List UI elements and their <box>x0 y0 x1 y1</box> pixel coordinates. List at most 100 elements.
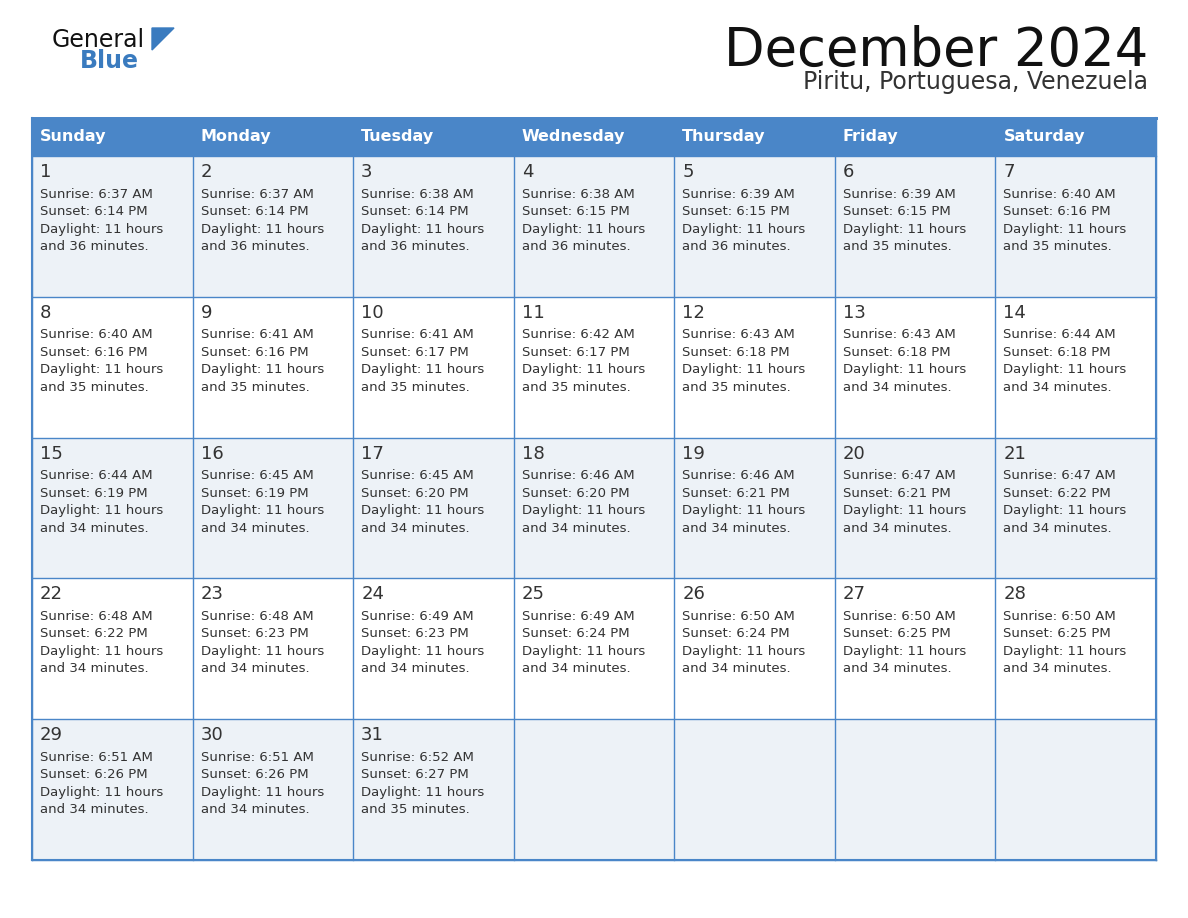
Text: and 34 minutes.: and 34 minutes. <box>40 663 148 676</box>
Text: 8: 8 <box>40 304 51 322</box>
Text: Daylight: 11 hours: Daylight: 11 hours <box>361 786 485 799</box>
Text: Daylight: 11 hours: Daylight: 11 hours <box>40 222 163 236</box>
Text: and 34 minutes.: and 34 minutes. <box>522 663 631 676</box>
Text: and 36 minutes.: and 36 minutes. <box>361 240 469 253</box>
Text: and 34 minutes.: and 34 minutes. <box>842 381 952 394</box>
Text: Sunset: 6:16 PM: Sunset: 6:16 PM <box>201 346 308 359</box>
Text: Sunrise: 6:43 AM: Sunrise: 6:43 AM <box>842 329 955 341</box>
Text: Daylight: 11 hours: Daylight: 11 hours <box>842 364 966 376</box>
Text: Piritu, Portuguesa, Venezuela: Piritu, Portuguesa, Venezuela <box>803 70 1148 94</box>
Text: Daylight: 11 hours: Daylight: 11 hours <box>361 645 485 658</box>
Text: Sunset: 6:25 PM: Sunset: 6:25 PM <box>1004 627 1111 641</box>
Text: 9: 9 <box>201 304 213 322</box>
Text: Daylight: 11 hours: Daylight: 11 hours <box>40 645 163 658</box>
Bar <box>32 118 192 156</box>
Text: 29: 29 <box>40 726 63 744</box>
Text: Daylight: 11 hours: Daylight: 11 hours <box>842 504 966 517</box>
Text: and 35 minutes.: and 35 minutes. <box>522 381 631 394</box>
Text: Daylight: 11 hours: Daylight: 11 hours <box>1004 504 1126 517</box>
Text: Sunrise: 6:45 AM: Sunrise: 6:45 AM <box>201 469 314 482</box>
Text: Daylight: 11 hours: Daylight: 11 hours <box>361 222 485 236</box>
Text: and 34 minutes.: and 34 minutes. <box>201 521 309 534</box>
Text: Daylight: 11 hours: Daylight: 11 hours <box>201 645 324 658</box>
Text: and 34 minutes.: and 34 minutes. <box>1004 381 1112 394</box>
Text: Daylight: 11 hours: Daylight: 11 hours <box>682 364 805 376</box>
Text: and 34 minutes.: and 34 minutes. <box>361 521 469 534</box>
Text: Sunset: 6:22 PM: Sunset: 6:22 PM <box>1004 487 1111 499</box>
Text: 13: 13 <box>842 304 866 322</box>
Text: Sunrise: 6:47 AM: Sunrise: 6:47 AM <box>842 469 955 482</box>
Text: and 34 minutes.: and 34 minutes. <box>682 521 791 534</box>
Text: 15: 15 <box>40 444 63 463</box>
Text: 11: 11 <box>522 304 544 322</box>
Text: Sunset: 6:22 PM: Sunset: 6:22 PM <box>40 627 147 641</box>
Text: Sunrise: 6:37 AM: Sunrise: 6:37 AM <box>201 187 314 200</box>
Text: Sunset: 6:17 PM: Sunset: 6:17 PM <box>361 346 469 359</box>
Bar <box>192 118 353 156</box>
Text: Sunrise: 6:40 AM: Sunrise: 6:40 AM <box>1004 187 1116 200</box>
Text: Sunset: 6:15 PM: Sunset: 6:15 PM <box>842 205 950 218</box>
Text: Sunset: 6:17 PM: Sunset: 6:17 PM <box>522 346 630 359</box>
Text: and 35 minutes.: and 35 minutes. <box>842 240 952 253</box>
Text: Daylight: 11 hours: Daylight: 11 hours <box>40 364 163 376</box>
Text: Sunrise: 6:49 AM: Sunrise: 6:49 AM <box>522 610 634 623</box>
Text: Daylight: 11 hours: Daylight: 11 hours <box>201 222 324 236</box>
Text: Sunset: 6:18 PM: Sunset: 6:18 PM <box>682 346 790 359</box>
Text: Sunset: 6:19 PM: Sunset: 6:19 PM <box>201 487 308 499</box>
Text: and 36 minutes.: and 36 minutes. <box>522 240 631 253</box>
Text: Daylight: 11 hours: Daylight: 11 hours <box>522 504 645 517</box>
Text: Daylight: 11 hours: Daylight: 11 hours <box>842 222 966 236</box>
Text: Sunrise: 6:49 AM: Sunrise: 6:49 AM <box>361 610 474 623</box>
Text: 5: 5 <box>682 163 694 181</box>
Text: Sunset: 6:14 PM: Sunset: 6:14 PM <box>40 205 147 218</box>
Text: and 34 minutes.: and 34 minutes. <box>40 803 148 816</box>
Text: General: General <box>52 28 145 52</box>
Text: Sunset: 6:18 PM: Sunset: 6:18 PM <box>842 346 950 359</box>
Text: and 35 minutes.: and 35 minutes. <box>361 803 470 816</box>
Text: Monday: Monday <box>201 129 271 144</box>
Polygon shape <box>152 28 173 50</box>
Text: Sunset: 6:25 PM: Sunset: 6:25 PM <box>842 627 950 641</box>
Text: Blue: Blue <box>80 49 139 73</box>
Text: and 34 minutes.: and 34 minutes. <box>522 521 631 534</box>
Text: Sunset: 6:20 PM: Sunset: 6:20 PM <box>361 487 469 499</box>
Text: Sunset: 6:23 PM: Sunset: 6:23 PM <box>361 627 469 641</box>
Text: Sunset: 6:24 PM: Sunset: 6:24 PM <box>682 627 790 641</box>
Bar <box>996 118 1156 156</box>
Text: Sunset: 6:16 PM: Sunset: 6:16 PM <box>1004 205 1111 218</box>
Text: Sunrise: 6:42 AM: Sunrise: 6:42 AM <box>522 329 634 341</box>
Text: Sunrise: 6:47 AM: Sunrise: 6:47 AM <box>1004 469 1117 482</box>
Text: and 35 minutes.: and 35 minutes. <box>361 381 470 394</box>
Text: Sunset: 6:26 PM: Sunset: 6:26 PM <box>40 768 147 781</box>
Text: and 35 minutes.: and 35 minutes. <box>40 381 148 394</box>
Text: Sunrise: 6:39 AM: Sunrise: 6:39 AM <box>842 187 955 200</box>
Text: Daylight: 11 hours: Daylight: 11 hours <box>1004 364 1126 376</box>
Bar <box>835 118 996 156</box>
Text: Friday: Friday <box>842 129 898 144</box>
Text: 18: 18 <box>522 444 544 463</box>
Text: 3: 3 <box>361 163 373 181</box>
Text: Daylight: 11 hours: Daylight: 11 hours <box>682 645 805 658</box>
Text: Sunset: 6:19 PM: Sunset: 6:19 PM <box>40 487 147 499</box>
Text: 6: 6 <box>842 163 854 181</box>
Text: Sunset: 6:14 PM: Sunset: 6:14 PM <box>201 205 308 218</box>
Text: 30: 30 <box>201 726 223 744</box>
Bar <box>353 118 513 156</box>
Text: and 35 minutes.: and 35 minutes. <box>201 381 309 394</box>
Text: 17: 17 <box>361 444 384 463</box>
Text: Sunrise: 6:52 AM: Sunrise: 6:52 AM <box>361 751 474 764</box>
Text: December 2024: December 2024 <box>723 25 1148 77</box>
Text: Sunset: 6:15 PM: Sunset: 6:15 PM <box>522 205 630 218</box>
Text: Daylight: 11 hours: Daylight: 11 hours <box>522 645 645 658</box>
Text: Sunrise: 6:51 AM: Sunrise: 6:51 AM <box>201 751 314 764</box>
Text: and 36 minutes.: and 36 minutes. <box>40 240 148 253</box>
Text: Sunrise: 6:46 AM: Sunrise: 6:46 AM <box>522 469 634 482</box>
Text: Daylight: 11 hours: Daylight: 11 hours <box>201 786 324 799</box>
Text: 23: 23 <box>201 586 223 603</box>
Text: 27: 27 <box>842 586 866 603</box>
Text: and 36 minutes.: and 36 minutes. <box>201 240 309 253</box>
Text: Sunrise: 6:48 AM: Sunrise: 6:48 AM <box>201 610 314 623</box>
Text: Sunrise: 6:43 AM: Sunrise: 6:43 AM <box>682 329 795 341</box>
Bar <box>32 578 1156 719</box>
Text: Daylight: 11 hours: Daylight: 11 hours <box>522 222 645 236</box>
